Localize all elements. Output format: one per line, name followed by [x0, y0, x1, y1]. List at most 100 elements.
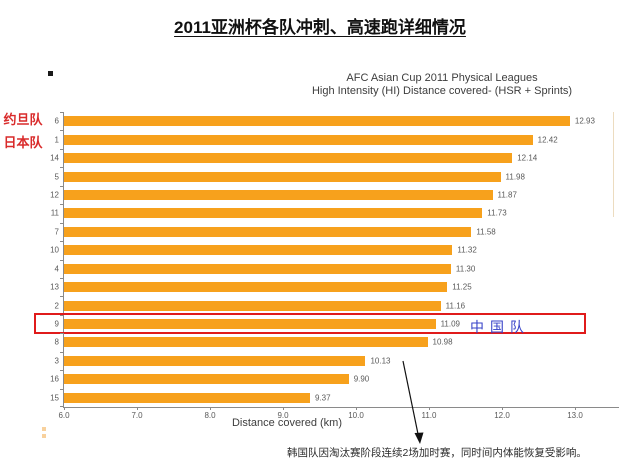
value-label: 12.93	[574, 116, 595, 126]
plot-area: 中国队 6 12.93 1 12.42 14 12.14 5 11.98 12 11.87 11 11…	[34, 112, 619, 420]
category-label: 2	[54, 301, 59, 311]
bar	[64, 153, 513, 164]
y-axis-tick	[60, 259, 64, 261]
bar	[64, 171, 501, 182]
y-axis-tick	[60, 370, 64, 372]
x-axis-tick	[283, 407, 284, 410]
bar	[64, 245, 453, 256]
category-label: 6	[54, 116, 59, 126]
category-label: 11	[50, 208, 59, 218]
bar	[64, 226, 472, 237]
value-label: 11.87	[497, 190, 517, 200]
bar-row: 5 11.98	[55, 167, 619, 185]
x-tick-label: 6.0	[58, 411, 70, 420]
y-axis-tick	[60, 222, 64, 224]
value-label: 10.13	[370, 356, 391, 366]
bar	[64, 116, 570, 127]
bar-row: 6 12.93	[55, 112, 619, 130]
x-tick-label: 9.0	[277, 411, 289, 420]
x-axis-tick	[137, 407, 138, 410]
bar-row: 7 11.58	[55, 223, 619, 241]
category-label: 16	[50, 374, 59, 384]
x-tick-label: 8.0	[204, 411, 216, 420]
category-label: 3	[54, 356, 59, 366]
category-label: 5	[54, 172, 59, 182]
y-axis-tick	[60, 112, 64, 113]
value-label: 12.42	[537, 135, 558, 145]
bar-row: 4 11.30	[55, 260, 619, 278]
x-tick-label: 12.0	[494, 411, 510, 420]
x-tick-label: 7.0	[131, 411, 143, 420]
bar	[64, 374, 349, 385]
bar-row: 12 11.87	[50, 186, 619, 204]
china-team-label: 中国队	[470, 318, 530, 335]
y-axis-tick	[60, 333, 64, 335]
value-label: 11.25	[452, 282, 472, 292]
value-label: 11.98	[505, 172, 525, 182]
x-axis-label: Distance covered (km)	[231, 417, 343, 429]
x-axis-tick	[575, 407, 576, 410]
category-label: 8	[54, 337, 59, 347]
value-label: 10.98	[432, 337, 453, 347]
bar	[64, 300, 441, 311]
x-axis-tick	[64, 407, 65, 410]
chart-title-line1: AFC Asian Cup 2011 Physical Leagues	[346, 72, 538, 84]
y-axis-tick	[60, 296, 64, 298]
y-axis-tick	[60, 185, 64, 187]
category-label: 14	[50, 153, 59, 163]
value-label: 9.90	[353, 374, 370, 384]
bar-row: 10 11.32	[50, 241, 619, 259]
value-label: 11.09	[440, 319, 460, 329]
jordan-label: 约旦队	[3, 112, 43, 127]
bar-row: 9 11.09	[55, 315, 619, 333]
y-axis-tick	[60, 388, 64, 390]
plot-right-border	[613, 112, 614, 217]
category-label: 9	[54, 319, 59, 329]
jordan-japan-annotation: 约旦队 日本队	[0, 108, 46, 154]
value-label: 11.30	[455, 264, 476, 274]
bar-row: 8 10.98	[55, 333, 619, 351]
category-label: 4	[54, 264, 59, 274]
x-axis-tick	[429, 407, 430, 410]
y-axis-tick	[60, 277, 64, 279]
y-axis-tick	[60, 204, 64, 206]
x-tick-label: 13.0	[567, 411, 583, 420]
y-axis-tick	[60, 130, 64, 132]
bar-row: 3 10.13	[55, 352, 619, 370]
bar-row: 15 9.37	[50, 389, 619, 407]
y-axis-tick	[60, 351, 64, 353]
value-label: 11.16	[445, 301, 466, 311]
japan-label: 日本队	[3, 135, 43, 150]
y-axis-tick	[60, 241, 64, 243]
x-axis-tick	[356, 407, 357, 410]
korea-footnote: 韩国队因淘汰赛阶段连续2场加时赛，同时间内体能恢复受影响。	[287, 447, 587, 459]
bar	[64, 263, 451, 274]
bar-row: 16 9.90	[50, 370, 619, 388]
bar-row: 1 12.42	[55, 130, 619, 148]
bar-row: 13 11.25	[50, 278, 619, 296]
value-label: 9.37	[315, 393, 331, 403]
bar	[64, 208, 483, 219]
value-label: 11.32	[457, 245, 477, 255]
value-label: 11.58	[476, 227, 496, 237]
bar	[64, 355, 366, 366]
value-label: 11.73	[487, 208, 507, 218]
bar-row: 11 11.73	[51, 204, 619, 222]
bar	[64, 392, 310, 403]
category-label: 12	[50, 190, 59, 200]
x-tick-label: 10.0	[348, 411, 364, 420]
bar	[64, 282, 448, 293]
category-label: 7	[54, 227, 59, 237]
category-label: 1	[54, 135, 59, 145]
chart-title: AFC Asian Cup 2011 Physical Leagues High…	[268, 72, 616, 98]
category-label: 13	[50, 282, 59, 292]
bar	[64, 134, 533, 145]
y-axis-tick	[60, 406, 64, 407]
chart-title-line2: High Intensity (HI) Distance covered- (H…	[311, 85, 573, 97]
x-tick-label: 11.0	[421, 411, 437, 420]
value-label: 12.14	[517, 153, 538, 163]
y-axis-tick	[60, 148, 64, 150]
corner-dot-icon	[42, 434, 46, 438]
highlight-box	[34, 313, 586, 335]
